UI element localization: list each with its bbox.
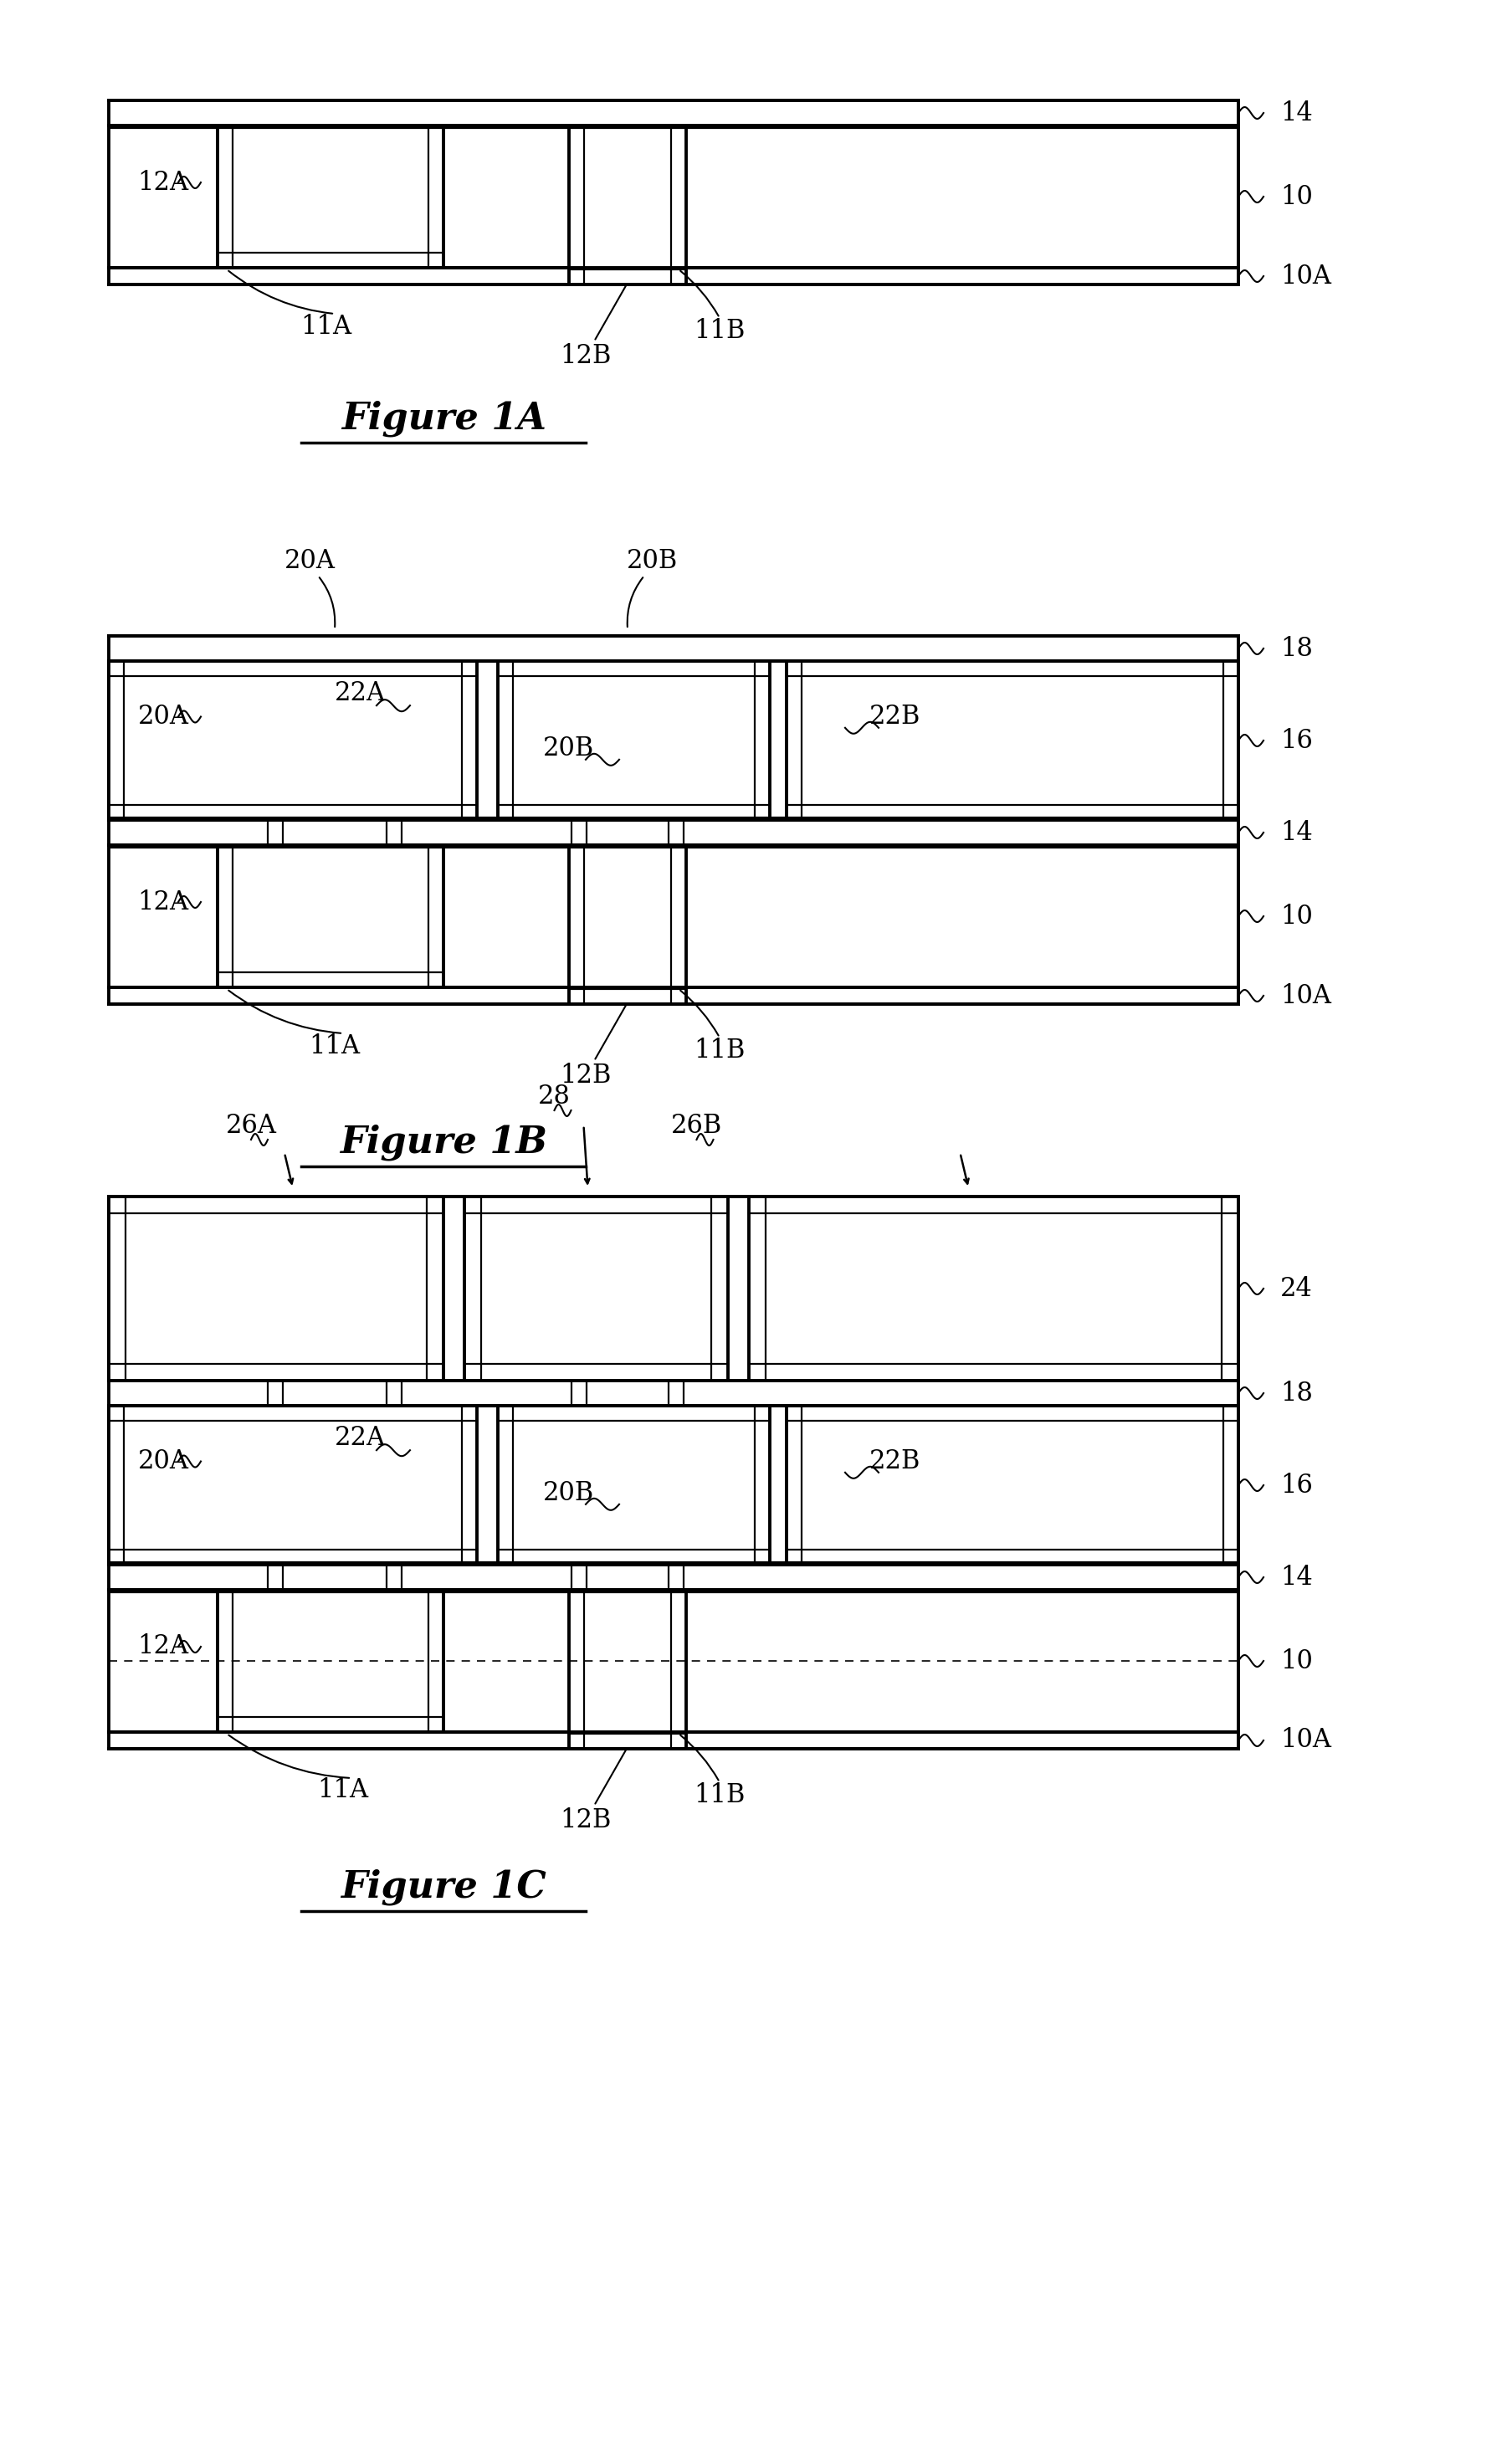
Text: 11A: 11A [301,312,352,339]
Text: 22B: 22B [869,704,921,731]
Bar [748,1196,1238,1380]
Text: 10A: 10A [1279,263,1331,290]
Bar [569,1589,686,1749]
Bar [109,662,1238,819]
Bar [109,125,1238,268]
Text: 20B: 20B [543,1481,594,1506]
Bar [218,846,443,986]
Text: Figure 1B: Figure 1B [340,1124,547,1161]
Text: 10: 10 [1279,903,1312,930]
Text: 11B: 11B [694,317,745,344]
Text: 11B: 11B [694,1781,745,1808]
Bar [569,125,686,285]
Bar [109,986,1238,1004]
Bar [109,1405,1238,1565]
Text: 22B: 22B [869,1449,921,1474]
Text: 22A: 22A [334,1424,386,1451]
Text: 20A: 20A [284,549,336,573]
Bar [109,1380,1238,1405]
Bar [109,846,1238,986]
Bar [109,1732,1238,1749]
Text: 14: 14 [1279,819,1312,846]
Bar [109,1405,476,1565]
Text: 18: 18 [1279,635,1312,662]
Text: Figure 1A: Figure 1A [340,401,546,435]
Text: 22A: 22A [334,679,386,706]
Text: 10: 10 [1279,1648,1312,1673]
Bar [218,1589,443,1732]
Text: 10: 10 [1279,184,1312,209]
Text: 26A: 26A [225,1112,277,1139]
Text: 10A: 10A [1279,982,1331,1009]
Text: 20B: 20B [626,549,677,573]
Bar [109,1196,1238,1380]
Text: 10A: 10A [1279,1727,1331,1754]
Bar [497,1405,770,1565]
Bar [109,268,1238,285]
Text: Figure 1C: Figure 1C [340,1870,546,1904]
Text: 18: 18 [1279,1380,1312,1407]
Text: 20A: 20A [138,704,189,731]
Text: 16: 16 [1279,728,1312,753]
Bar [109,662,476,819]
Bar [569,846,686,1004]
Bar [786,1405,1238,1565]
Text: 26B: 26B [671,1112,721,1139]
Text: 11B: 11B [694,1038,745,1063]
Bar [109,819,1238,846]
Text: 20A: 20A [138,1449,189,1474]
Text: 12A: 12A [138,888,189,915]
Text: 11A: 11A [318,1779,369,1803]
Text: 28: 28 [538,1082,570,1109]
Text: 11A: 11A [308,1033,360,1058]
Text: 12A: 12A [138,170,189,194]
Bar [786,662,1238,819]
Bar [218,125,443,268]
Text: 12B: 12B [559,342,611,369]
Text: 16: 16 [1279,1471,1312,1498]
Bar [497,662,770,819]
Bar [109,1589,1238,1732]
Text: 20B: 20B [543,736,594,763]
Bar [109,1196,443,1380]
Text: 12B: 12B [559,1063,611,1087]
Text: 12B: 12B [559,1808,611,1833]
Text: 14: 14 [1279,1565,1312,1589]
Bar [109,1565,1238,1589]
Bar [109,637,1238,662]
Bar [109,101,1238,125]
Text: 14: 14 [1279,101,1312,125]
Text: 24: 24 [1279,1277,1312,1301]
Text: 12A: 12A [138,1633,189,1660]
Bar [464,1196,727,1380]
